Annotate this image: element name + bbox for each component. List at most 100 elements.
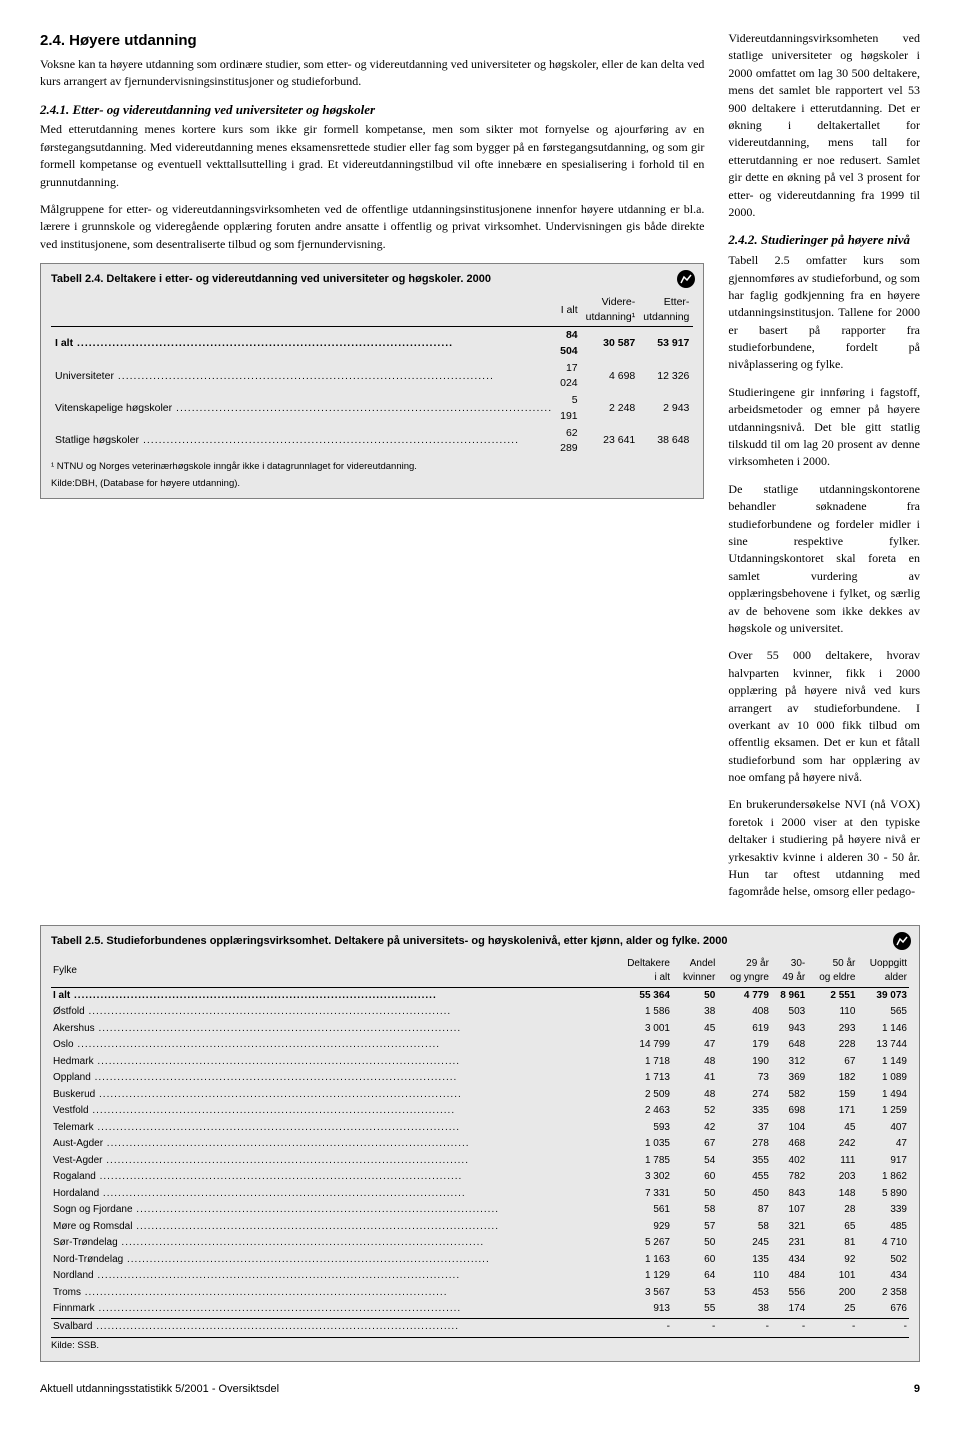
table-row: Troms3 567534535562002 358 [51, 1285, 909, 1302]
cell-value: 67 [672, 1136, 717, 1153]
cell-value: 434 [857, 1268, 909, 1285]
row-label: Oslo [51, 1037, 614, 1054]
cell-value: 556 [771, 1285, 807, 1302]
cell-value: 39 073 [857, 987, 909, 1004]
cell-value: 7 331 [614, 1186, 673, 1203]
table-row: Sør-Trøndelag5 26750245231814 710 [51, 1235, 909, 1252]
cell-value: 60 [672, 1169, 717, 1186]
table-row: Vitenskapelige høgskoler5 1912 2482 943 [51, 392, 693, 424]
cell-value: 38 [672, 1004, 717, 1021]
col-header: Andel kvinner [672, 956, 717, 988]
cell-value: 619 [717, 1021, 771, 1038]
cell-value: 58 [717, 1219, 771, 1236]
cell-value: 2 509 [614, 1087, 673, 1104]
row-label: Nord-Trøndelag [51, 1252, 614, 1269]
cell-value: 1 713 [614, 1070, 673, 1087]
cell-value: 17 024 [556, 360, 582, 392]
row-label: Hedmark [51, 1054, 614, 1071]
table-2-4-title: Tabell 2.4. Deltakere i etter- og videre… [51, 272, 693, 288]
row-label: Buskerud [51, 1087, 614, 1104]
col-header [51, 294, 556, 327]
table-row: Telemark593423710445407 [51, 1120, 909, 1137]
cell-value: 450 [717, 1186, 771, 1203]
cell-value: 339 [857, 1202, 909, 1219]
cell-value: 50 [672, 987, 717, 1004]
cell-value: 73 [717, 1070, 771, 1087]
two-column-layout: 2.4. Høyere utdanning Voksne kan ta høye… [40, 30, 920, 911]
col-header: 50 år og eldre [807, 956, 857, 988]
cell-value: 50 [672, 1235, 717, 1252]
row-label: Hordaland [51, 1186, 614, 1203]
cell-value: 1 163 [614, 1252, 673, 1269]
table-2-5-source: Kilde: SSB. [51, 1337, 909, 1352]
cell-value: 565 [857, 1004, 909, 1021]
table-row: Aust-Agder1 0356727846824247 [51, 1136, 909, 1153]
cell-value: 45 [807, 1120, 857, 1137]
cell-value: 312 [771, 1054, 807, 1071]
heading-2-4-1: 2.4.1. Etter- og videreutdanning ved uni… [40, 101, 704, 120]
cell-value: 101 [807, 1268, 857, 1285]
cell-value: 917 [857, 1153, 909, 1170]
cell-value: 111 [807, 1153, 857, 1170]
cell-value: 242 [807, 1136, 857, 1153]
cell-value: 355 [717, 1153, 771, 1170]
para-right-6: En brukerundersøkelse NVI (nå VOX) foret… [728, 796, 920, 900]
row-label: Universiteter [51, 360, 556, 392]
cell-value: 278 [717, 1136, 771, 1153]
cell-value: 64 [672, 1268, 717, 1285]
cell-value: 782 [771, 1169, 807, 1186]
cell-value: 484 [771, 1268, 807, 1285]
cell-value: 5 267 [614, 1235, 673, 1252]
table-row: Fylke Deltakere i alt Andel kvinner 29 å… [51, 956, 909, 988]
row-label: I alt [51, 987, 614, 1004]
cell-value: 1 494 [857, 1087, 909, 1104]
cell-value: 53 917 [639, 327, 693, 360]
table-2-4-grid: I alt Videre- utdanning¹ Etter- utdannin… [51, 294, 693, 457]
page-footer: Aktuell utdanningsstatistikk 5/2001 - Ov… [40, 1382, 920, 1398]
cell-value: 30 587 [582, 327, 640, 360]
row-label: Sør-Trøndelag [51, 1235, 614, 1252]
table-row: Universiteter17 0244 69812 326 [51, 360, 693, 392]
cell-value: 8 961 [771, 987, 807, 1004]
cell-value: 3 001 [614, 1021, 673, 1038]
cell-value: 171 [807, 1103, 857, 1120]
cell-value: 1 259 [857, 1103, 909, 1120]
cell-value: 1 785 [614, 1153, 673, 1170]
table-row: Rogaland3 302604557822031 862 [51, 1169, 909, 1186]
row-label: Nordland [51, 1268, 614, 1285]
cell-value: 1 586 [614, 1004, 673, 1021]
cell-value: 148 [807, 1186, 857, 1203]
row-label: Finnmark [51, 1301, 614, 1318]
cell-value: 182 [807, 1070, 857, 1087]
cell-value: 231 [771, 1235, 807, 1252]
cell-value: 159 [807, 1087, 857, 1104]
cell-value: 65 [807, 1219, 857, 1236]
col-header: Deltakere i alt [614, 956, 673, 988]
cell-value: 245 [717, 1235, 771, 1252]
table-row: Sogn og Fjordane561588710728339 [51, 1202, 909, 1219]
row-label: Vitenskapelige høgskoler [51, 392, 556, 424]
cell-value: - [857, 1318, 909, 1335]
chart-icon [893, 932, 911, 950]
table-row: Møre og Romsdal929575832165485 [51, 1219, 909, 1236]
cell-value: 2 551 [807, 987, 857, 1004]
cell-value: 53 [672, 1285, 717, 1302]
cell-value: 62 289 [556, 425, 582, 457]
cell-value: 60 [672, 1252, 717, 1269]
col-header: 30- 49 år [771, 956, 807, 988]
cell-value: 52 [672, 1103, 717, 1120]
cell-value: 4 698 [582, 360, 640, 392]
cell-value: 407 [857, 1120, 909, 1137]
row-label: Statlige høgskoler [51, 425, 556, 457]
table-row: Vest-Agder1 78554355402111917 [51, 1153, 909, 1170]
table-row-svalbard: Svalbard------ [51, 1318, 909, 1335]
cell-value: - [771, 1318, 807, 1335]
cell-value: 929 [614, 1219, 673, 1236]
row-label: Møre og Romsdal [51, 1219, 614, 1236]
right-column: Videreutdanningsvirksomheten ved statlig… [728, 30, 920, 911]
table-2-4: Tabell 2.4. Deltakere i etter- og videre… [40, 263, 704, 499]
cell-value: 3 567 [614, 1285, 673, 1302]
cell-value: 648 [771, 1037, 807, 1054]
cell-value: 228 [807, 1037, 857, 1054]
cell-value: 2 358 [857, 1285, 909, 1302]
